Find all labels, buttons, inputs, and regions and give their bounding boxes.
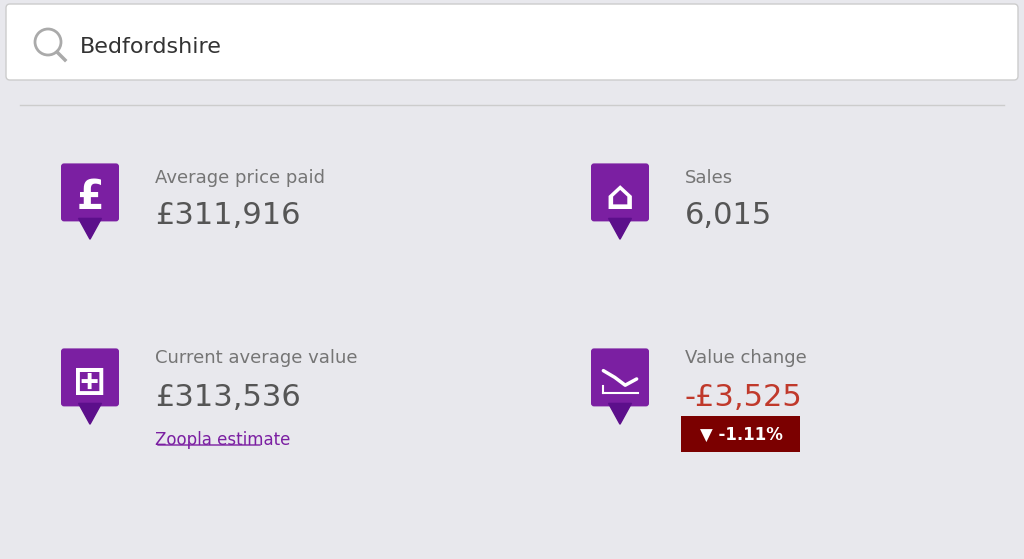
Text: £311,916: £311,916 — [155, 201, 300, 230]
Polygon shape — [608, 404, 632, 424]
Text: ⊞: ⊞ — [74, 363, 106, 402]
FancyBboxPatch shape — [61, 348, 119, 406]
FancyBboxPatch shape — [61, 163, 119, 221]
FancyBboxPatch shape — [681, 416, 800, 452]
FancyBboxPatch shape — [591, 348, 649, 406]
FancyBboxPatch shape — [6, 4, 1018, 80]
Text: ▼ -1.11%: ▼ -1.11% — [699, 426, 782, 444]
Text: 6,015: 6,015 — [685, 201, 772, 230]
Text: Current average value: Current average value — [155, 349, 357, 367]
Polygon shape — [79, 219, 101, 239]
Text: Sales: Sales — [685, 169, 733, 187]
Text: Bedfordshire: Bedfordshire — [80, 37, 222, 57]
Polygon shape — [79, 404, 101, 424]
FancyBboxPatch shape — [591, 163, 649, 221]
Text: Value change: Value change — [685, 349, 807, 367]
Text: Zoopla estimate: Zoopla estimate — [155, 431, 291, 449]
Text: £313,536: £313,536 — [155, 383, 301, 413]
Text: -£3,525: -£3,525 — [685, 383, 803, 413]
Text: ⌂: ⌂ — [606, 178, 634, 217]
Text: Average price paid: Average price paid — [155, 169, 325, 187]
Text: £: £ — [76, 178, 103, 217]
Polygon shape — [608, 219, 632, 239]
